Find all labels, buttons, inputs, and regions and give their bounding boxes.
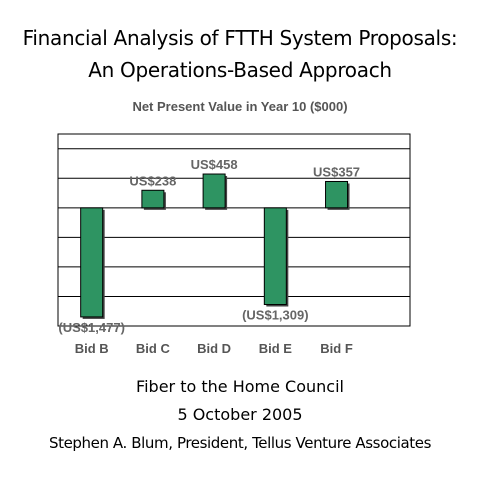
data-label: (US$1,477) — [58, 320, 124, 335]
data-label: US$238 — [129, 173, 176, 188]
footer-date: 5 October 2005 — [177, 405, 303, 424]
category-label: Bid B — [75, 341, 109, 356]
footer-organization: Fiber to the Home Council — [136, 377, 344, 396]
category-label: Bid E — [259, 341, 293, 356]
bar-bid-b — [80, 207, 104, 318]
category-label: Bid D — [197, 341, 231, 356]
category-label: Bid C — [136, 341, 171, 356]
bar-bid-c — [141, 189, 165, 209]
chart-title: Net Present Value in Year 10 ($000) — [132, 99, 348, 114]
slide-title-line1: Financial Analysis of FTTH System Propos… — [22, 26, 458, 50]
data-label: US$357 — [313, 164, 360, 179]
category-label: Bid F — [320, 341, 353, 356]
footer-author: Stephen A. Blum, President, Tellus Ventu… — [48, 434, 432, 452]
slide-title-line2: An Operations-Based Approach — [88, 58, 392, 82]
bar-bid-d — [202, 173, 226, 209]
bar-bid-e — [263, 207, 287, 306]
data-label: US$458 — [191, 157, 238, 172]
data-label: (US$1,309) — [242, 308, 308, 323]
plot-frame — [57, 133, 411, 327]
bar-bid-f — [325, 180, 349, 209]
